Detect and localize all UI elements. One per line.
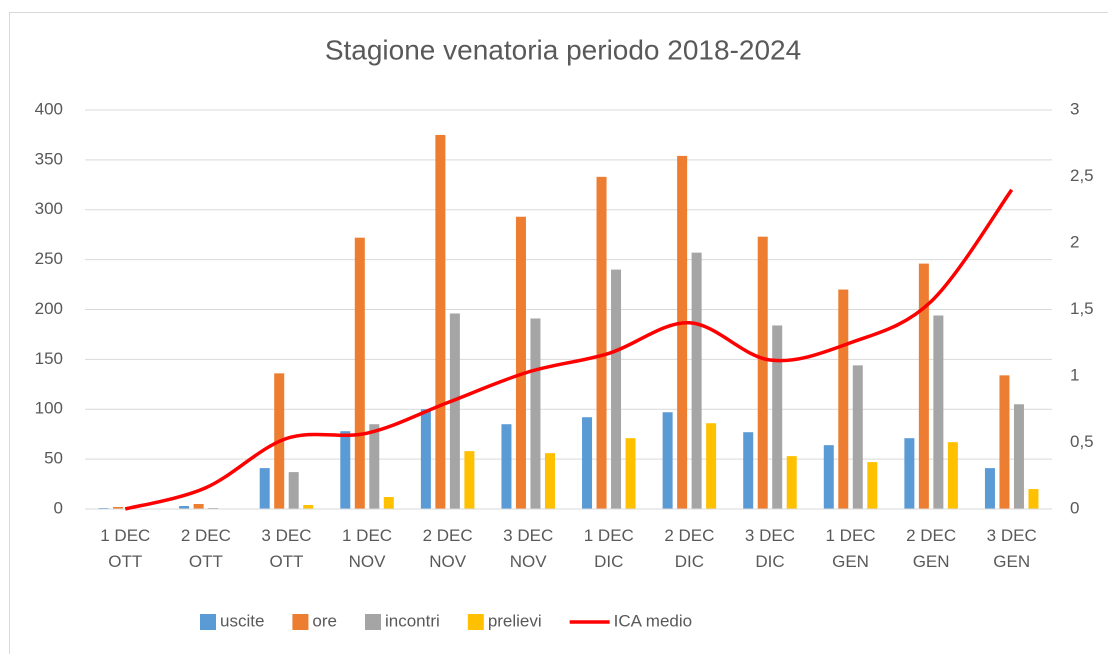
x-tick-label: 2 DEC GEN: [906, 526, 956, 571]
y-tick-label: 50: [44, 449, 63, 468]
bar: [852, 365, 863, 509]
bar: [677, 155, 688, 509]
chart-title: Stagione venatoria periodo 2018-2024: [325, 34, 801, 65]
y-tick-label: 150: [35, 349, 63, 368]
bar: [984, 468, 995, 509]
legend-swatch: [467, 614, 484, 630]
x-tick-label: 3 DEC OTT: [261, 526, 311, 571]
legend-swatch: [292, 614, 309, 630]
bar: [611, 269, 622, 509]
bar: [823, 445, 834, 509]
y2-tick-label: 0: [1070, 498, 1079, 517]
line: [124, 188, 1014, 511]
bar: [743, 432, 754, 509]
legend-swatch: [200, 614, 216, 630]
bar: [772, 325, 783, 509]
bar: [501, 424, 512, 509]
bar: [193, 504, 204, 509]
x-tick-label: 2 DEC NOV: [423, 526, 473, 571]
bar: [420, 409, 431, 509]
x-tick-label: 1 DEC OTT: [100, 526, 150, 571]
x-tick-label: 1 DEC NOV: [342, 526, 392, 571]
x-tick-label: 2 DEC OTT: [181, 526, 231, 571]
y2-tick-label: 2: [1070, 232, 1079, 251]
legend-label: ICA medio: [614, 611, 692, 630]
bar: [582, 417, 593, 509]
bar: [786, 456, 797, 509]
y2-tick-label: 0,5: [1070, 432, 1094, 451]
bar: [288, 472, 299, 509]
y-tick-label: 400: [35, 99, 63, 118]
y-tick-label: 250: [35, 249, 63, 268]
bar: [435, 134, 446, 509]
bar: [1013, 404, 1024, 509]
bar: [999, 375, 1010, 509]
x-tick-label: 1 DEC DIC: [584, 526, 634, 571]
x-tick-label: 2 DEC DIC: [664, 526, 714, 571]
bar: [113, 507, 124, 509]
legend-label: prelievi: [488, 611, 542, 630]
bar: [625, 438, 636, 509]
bar: [691, 252, 702, 509]
legend-label: ore: [312, 611, 337, 630]
bar: [838, 289, 849, 509]
bar: [904, 438, 915, 509]
legend-swatch: [365, 614, 381, 630]
bar: [383, 497, 394, 509]
y2-tick-label: 1,5: [1070, 299, 1094, 318]
bar: [303, 505, 314, 509]
chart-border: [9, 12, 1108, 654]
bar: [515, 216, 526, 510]
bar: [530, 318, 541, 509]
legend-label: incontri: [385, 611, 440, 630]
y-tick-label: 100: [35, 399, 63, 418]
bar: [933, 315, 944, 509]
bar: [354, 237, 365, 509]
bar: [179, 506, 190, 509]
y2-tick-label: 1: [1070, 365, 1079, 384]
bar: [918, 263, 929, 509]
y-tick-label: 300: [35, 199, 63, 218]
bar: [662, 412, 673, 509]
legend-label: uscite: [220, 611, 264, 630]
y-tick-label: 200: [35, 299, 63, 318]
x-tick-label: 3 DEC GEN: [987, 526, 1037, 571]
x-tick-label: 1 DEC GEN: [826, 526, 876, 571]
bar: [369, 424, 380, 509]
y-tick-label: 0: [54, 498, 63, 517]
x-tick-label: 3 DEC NOV: [503, 526, 553, 571]
y2-tick-label: 2,5: [1070, 166, 1094, 185]
bar: [544, 453, 555, 509]
bar: [867, 462, 878, 509]
bar: [340, 431, 351, 509]
y-tick-label: 350: [35, 149, 63, 168]
bar: [259, 468, 270, 509]
bar: [757, 236, 768, 509]
bar: [464, 451, 475, 509]
bar: [706, 423, 717, 509]
x-tick-label: 3 DEC DIC: [745, 526, 795, 571]
bar: [449, 313, 460, 509]
y2-tick-label: 3: [1070, 99, 1079, 118]
bar: [1028, 489, 1039, 509]
bar: [947, 442, 958, 509]
bar: [596, 176, 607, 509]
